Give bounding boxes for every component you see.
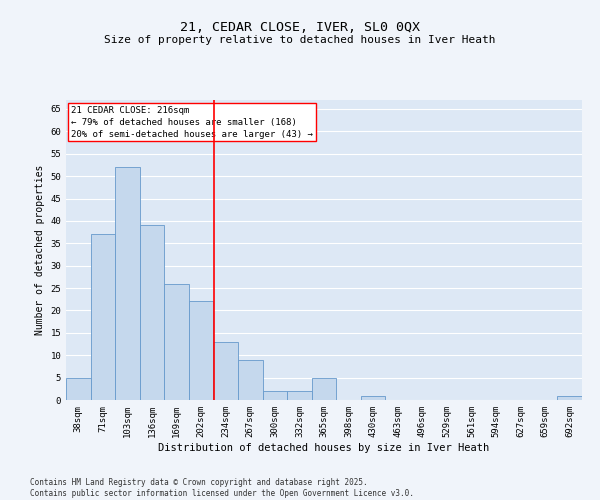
Bar xyxy=(91,234,115,400)
Bar xyxy=(263,391,287,400)
Y-axis label: Number of detached properties: Number of detached properties xyxy=(35,165,45,335)
Bar xyxy=(312,378,336,400)
Bar xyxy=(164,284,189,400)
Text: Size of property relative to detached houses in Iver Heath: Size of property relative to detached ho… xyxy=(104,35,496,45)
Bar xyxy=(189,302,214,400)
Bar xyxy=(66,378,91,400)
Bar xyxy=(140,226,164,400)
Bar xyxy=(361,396,385,400)
Text: 21, CEDAR CLOSE, IVER, SL0 0QX: 21, CEDAR CLOSE, IVER, SL0 0QX xyxy=(180,21,420,34)
Text: Contains HM Land Registry data © Crown copyright and database right 2025.
Contai: Contains HM Land Registry data © Crown c… xyxy=(30,478,414,498)
Bar xyxy=(287,391,312,400)
Bar xyxy=(238,360,263,400)
X-axis label: Distribution of detached houses by size in Iver Heath: Distribution of detached houses by size … xyxy=(158,442,490,452)
Text: 21 CEDAR CLOSE: 216sqm
← 79% of detached houses are smaller (168)
20% of semi-de: 21 CEDAR CLOSE: 216sqm ← 79% of detached… xyxy=(71,106,313,138)
Bar xyxy=(115,167,140,400)
Bar xyxy=(557,396,582,400)
Bar xyxy=(214,342,238,400)
